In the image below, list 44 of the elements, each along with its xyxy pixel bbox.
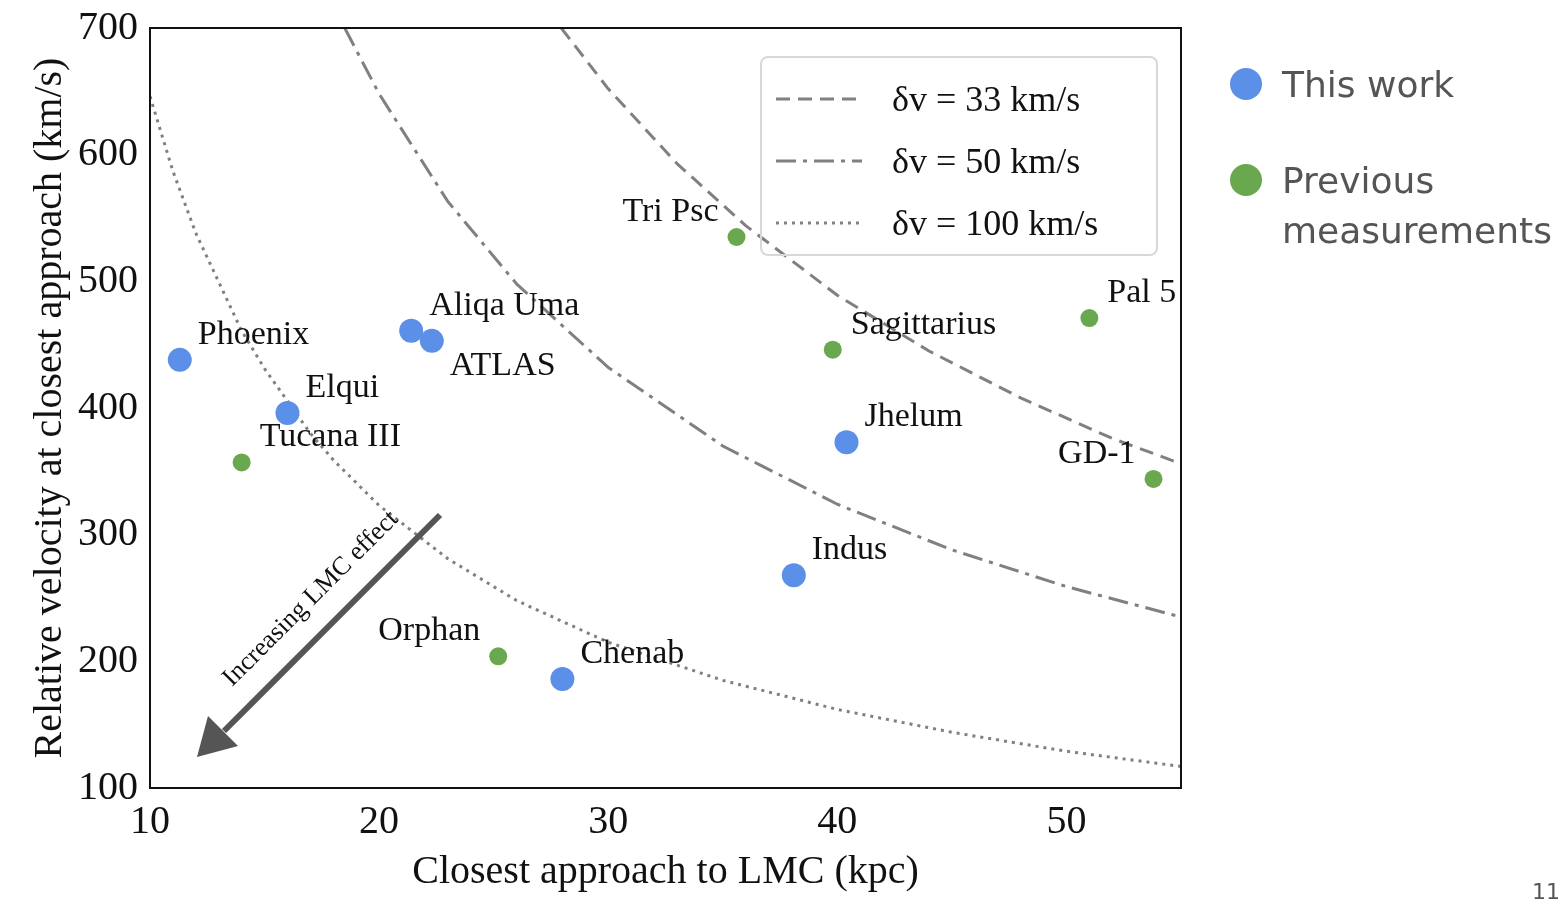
annotation: Elqui [305, 367, 380, 405]
point [1144, 469, 1163, 488]
point [419, 328, 444, 353]
x-tick-label: 20 [359, 796, 400, 842]
point [489, 647, 508, 666]
point [399, 318, 424, 343]
legend-label: This work [1282, 63, 1455, 107]
point [727, 228, 746, 246]
legend-label: Previous measurements [1282, 159, 1553, 253]
point [834, 430, 859, 455]
x-tick-label: 40 [817, 796, 858, 842]
annotation: Indus [811, 529, 888, 567]
x-tick-label: 30 [588, 796, 629, 842]
point [232, 453, 251, 472]
annotation: Aliqa Uma [429, 284, 580, 322]
point [781, 563, 806, 588]
annotation: Tri Psc [622, 191, 719, 228]
annotation: Orphan [378, 610, 481, 648]
annotation: Phoenix [197, 313, 310, 351]
legend-label: δv = 33 km/s [892, 78, 1081, 120]
x-axis-title: Closest approach to LMC (kpc) [412, 846, 919, 892]
point [1080, 309, 1099, 328]
annotation: Jhelum [864, 396, 963, 434]
annotation: Pal 5 [1107, 272, 1177, 310]
y-tick-label: 600 [78, 129, 138, 175]
annotation: Tucana III [259, 416, 401, 454]
point [550, 667, 575, 692]
y-tick-label: 700 [78, 2, 138, 48]
annotation: Sagittarius [850, 303, 997, 341]
y-axis-title: Relative velocity at closest approach (km/s) [24, 57, 70, 759]
y-tick-label: 200 [78, 635, 138, 681]
y-tick-label: 500 [78, 255, 138, 301]
text: 11 [1532, 879, 1560, 904]
legend-label: δv = 50 km/s [892, 140, 1081, 182]
point [275, 401, 300, 426]
legend-label: δv = 100 km/s [892, 202, 1099, 244]
annotation: GD-1 [1058, 432, 1136, 470]
point [823, 340, 842, 359]
y-tick-label: 400 [78, 382, 138, 428]
annotation: Chenab [580, 633, 685, 671]
y-tick-label: 300 [78, 509, 138, 555]
point [167, 347, 192, 372]
x-tick-label: 50 [1046, 796, 1087, 842]
annotation: ATLAS [449, 344, 556, 382]
